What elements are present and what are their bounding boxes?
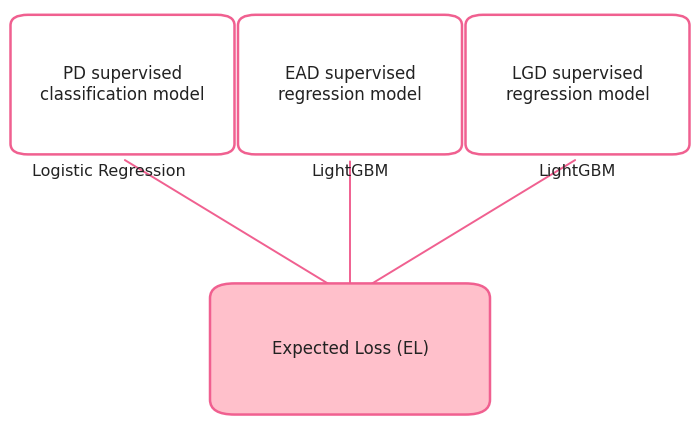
- Text: PD supervised
classification model: PD supervised classification model: [40, 65, 204, 104]
- FancyBboxPatch shape: [466, 15, 690, 154]
- FancyBboxPatch shape: [238, 15, 462, 154]
- Text: EAD supervised
regression model: EAD supervised regression model: [278, 65, 422, 104]
- FancyBboxPatch shape: [10, 15, 234, 154]
- FancyBboxPatch shape: [210, 283, 490, 415]
- Text: LightGBM: LightGBM: [539, 164, 616, 179]
- Text: LGD supervised
regression model: LGD supervised regression model: [505, 65, 650, 104]
- Text: Expected Loss (EL): Expected Loss (EL): [272, 340, 428, 358]
- Text: Logistic Regression: Logistic Regression: [32, 164, 186, 179]
- Text: LightGBM: LightGBM: [312, 164, 388, 179]
